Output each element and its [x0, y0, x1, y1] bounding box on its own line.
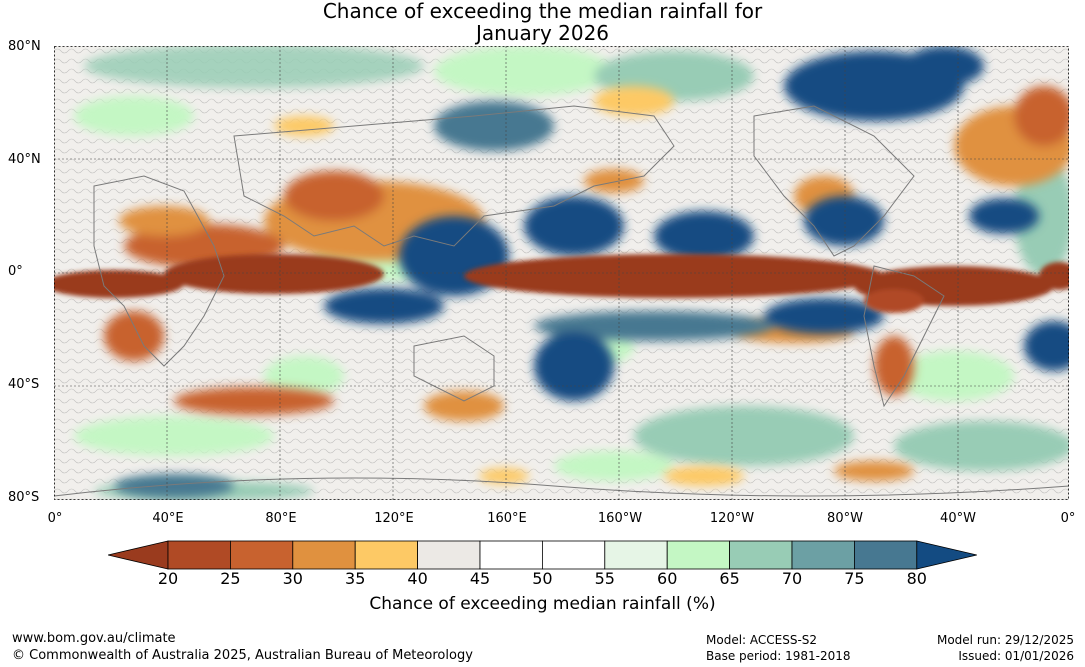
lon-label-160e: 160°E [487, 511, 527, 526]
colorbar-cell [230, 540, 294, 570]
lat-label-40n: 40°N [8, 152, 41, 167]
colorbar-tick-label: 75 [844, 569, 865, 588]
lon-label-80e: 80°E [265, 511, 297, 526]
colorbar-tick-label: 25 [220, 569, 241, 588]
colorbar-tick-label: 45 [469, 569, 491, 588]
colorbar-cell [604, 540, 668, 570]
map-title-line-2: January 2026 [475, 21, 610, 45]
colorbar-cell [541, 540, 606, 570]
lat-label-80s: 80°S [8, 490, 40, 505]
colorbar-tick-label: 60 [657, 569, 678, 588]
coastlines [54, 105, 1069, 497]
colorbar-cell [479, 540, 543, 570]
lon-label-0-left: 0° [47, 511, 63, 526]
map-title-line-1: Chance of exceeding the median rainfall … [322, 0, 763, 23]
equatorial-dry-band [54, 254, 1069, 313]
lat-label-40s: 40°S [8, 377, 40, 392]
website-text: www.bom.gov.au/climate [12, 631, 176, 646]
colorbar-tick-label: 70 [781, 569, 803, 588]
issued-text: Issued: 01/01/2026 [958, 649, 1074, 663]
colorbar-tick-label: 80 [906, 569, 927, 588]
colorbar-label: Chance of exceeding median rainfall (%) [369, 594, 716, 614]
lon-label-160w: 160°W [597, 511, 643, 526]
colorbar-cell [666, 540, 731, 570]
lon-label-80w: 80°W [827, 511, 863, 526]
colorbar-tick-label: 50 [532, 569, 553, 588]
dry-tendency-areas [104, 86, 1069, 486]
colorbar-low-extend [108, 540, 169, 570]
lat-label-80n: 80°N [8, 39, 41, 54]
colorbar-tick-label: 20 [157, 569, 179, 588]
colorbar-cell [417, 540, 481, 570]
graticule [54, 46, 1069, 500]
colorbar [108, 540, 977, 570]
colorbar-tick-label: 30 [282, 569, 303, 588]
lon-label-120w: 120°W [709, 511, 755, 526]
colorbar-cell [167, 540, 231, 570]
copyright-text: © Commonwealth of Australia 2025, Austra… [12, 648, 473, 663]
colorbar-high-extend [916, 540, 977, 570]
lon-label-120e: 120°E [374, 511, 414, 526]
model-text: Model: ACCESS-S2 [706, 633, 818, 647]
colorbar-cell [729, 540, 793, 570]
map-border [54, 46, 1069, 500]
colorbar-tick-label: 35 [345, 569, 366, 588]
lon-label-40e: 40°E [152, 511, 184, 526]
model-run-text: Model run: 29/12/2025 [936, 633, 1074, 647]
colorbar-cell [854, 540, 918, 570]
colorbar-cell [791, 540, 855, 570]
colorbar-cell [354, 540, 418, 570]
base-period-text: Base period: 1981-2018 [706, 649, 851, 663]
colorbar-tick-label: 65 [719, 569, 740, 588]
lon-label-0-right: 0° [1060, 511, 1076, 526]
colorbar-tick-label: 55 [594, 569, 615, 588]
colorbar-cell [292, 540, 356, 570]
lat-label-0: 0° [8, 264, 23, 279]
rainfall-probability-map [54, 46, 1069, 500]
lon-label-40w: 40°W [940, 511, 976, 526]
colorbar-tick-label: 40 [407, 569, 428, 588]
